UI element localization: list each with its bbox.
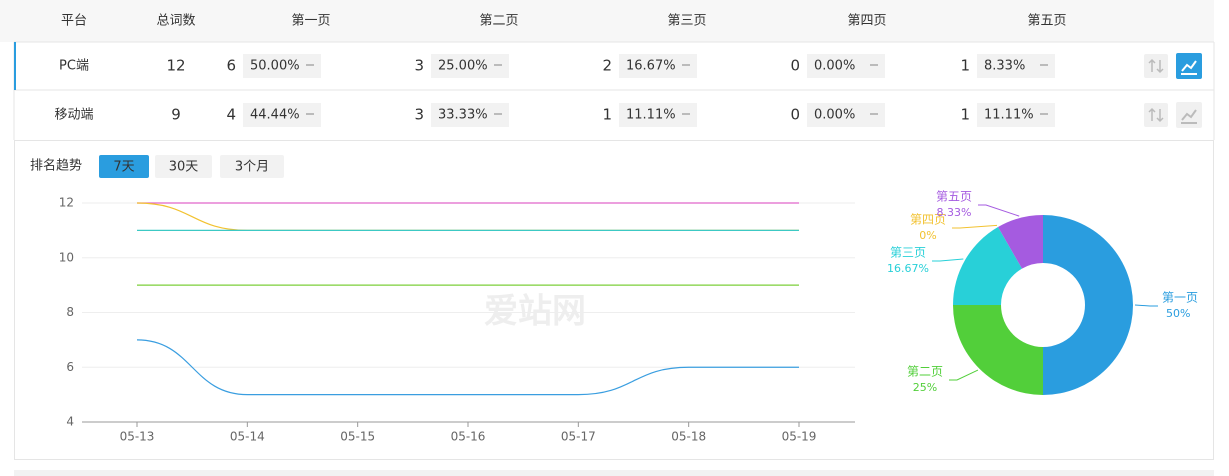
donut-slice	[998, 215, 1043, 269]
leader-line	[932, 258, 964, 262]
page-count: 6	[226, 57, 236, 75]
donut-slice	[953, 227, 1023, 305]
y-tick-label: 6	[66, 360, 74, 374]
page-percent: 33.33%	[438, 108, 488, 123]
range-tab[interactable]	[220, 155, 284, 178]
series-line	[136, 339, 799, 396]
column-header: 第二页	[479, 14, 518, 29]
leader-line	[978, 204, 1020, 217]
y-tick-label: 10	[59, 250, 74, 264]
sort-button[interactable]	[1144, 54, 1168, 78]
bottom-strip	[14, 470, 1214, 476]
page-count: 2	[602, 57, 612, 75]
page-percent: 50.00%	[250, 59, 300, 74]
sort-icon	[1148, 107, 1164, 123]
donut-slice	[953, 305, 1043, 395]
platform: 移动端	[54, 108, 93, 123]
range-tab-label: 30天	[169, 160, 199, 175]
x-tick-label: 05-14	[230, 430, 265, 444]
page-percent: 11.11%	[984, 108, 1034, 123]
table-header-bg	[0, 0, 1214, 42]
slice-value: 25%	[913, 381, 937, 394]
y-tick-label: 4	[66, 415, 74, 429]
slice-value: 8.33%	[937, 206, 972, 219]
column-header: 第一页	[291, 14, 330, 29]
trend-label: 排名趋势	[30, 158, 82, 174]
leader-line	[1134, 304, 1158, 307]
range-tab[interactable]	[99, 155, 149, 178]
slice-name: 第二页	[907, 365, 943, 379]
slice-name: 第四页	[910, 213, 946, 227]
page-count: 1	[960, 106, 970, 124]
watermark: 爱站网	[484, 292, 586, 332]
column-header: 平台	[61, 14, 87, 29]
page-count: 0	[790, 57, 800, 75]
page-percent: 44.44%	[250, 108, 300, 123]
column-header: 第三页	[667, 14, 706, 29]
chart-icon	[1181, 60, 1197, 75]
x-tick-label: 05-19	[782, 430, 817, 444]
slice-value: 16.67%	[887, 262, 929, 275]
column-header: 第五页	[1027, 14, 1066, 29]
page-percent: 0.00%	[814, 59, 855, 74]
x-tick-label: 05-17	[561, 430, 596, 444]
leader-line	[949, 369, 979, 381]
total: 9	[171, 106, 181, 124]
range-tab[interactable]	[155, 155, 212, 178]
slice-name: 第一页	[1162, 291, 1198, 305]
y-tick-label: 8	[66, 305, 74, 319]
slice-name: 第三页	[890, 246, 926, 260]
slice-value: 50%	[1166, 307, 1190, 320]
platform: PC端	[59, 59, 89, 74]
page-percent: 0.00%	[814, 108, 855, 123]
y-tick-label: 12	[59, 196, 74, 210]
chart-panel	[14, 140, 1214, 460]
sort-button[interactable]	[1144, 103, 1168, 127]
page-count: 3	[414, 106, 424, 124]
page-percent: 11.11%	[626, 108, 676, 123]
active-row-marker	[14, 42, 16, 90]
range-tab-label: 7天	[113, 160, 134, 175]
column-header: 第四页	[847, 14, 886, 29]
x-tick-label: 05-15	[340, 430, 375, 444]
x-tick-label: 05-18	[671, 430, 706, 444]
page-percent: 8.33%	[984, 59, 1025, 74]
donut-slice	[1043, 215, 1133, 395]
page-percent: 25.00%	[438, 59, 488, 74]
page-count: 3	[414, 57, 424, 75]
chart-icon	[1181, 109, 1197, 124]
page-count: 0	[790, 106, 800, 124]
page-percent: 16.67%	[626, 59, 676, 74]
page-count: 1	[960, 57, 970, 75]
page-count: 4	[226, 106, 236, 124]
x-tick-label: 05-16	[451, 430, 486, 444]
series-line	[136, 202, 799, 231]
leader-line	[952, 224, 998, 229]
slice-value: 0%	[919, 229, 936, 242]
sort-icon	[1148, 58, 1164, 74]
column-header: 总词数	[156, 14, 195, 29]
x-tick-label: 05-13	[120, 430, 155, 444]
slice-name: 第五页	[936, 190, 972, 204]
total: 12	[166, 57, 185, 75]
page-count: 1	[602, 106, 612, 124]
range-tab-label: 3个月	[235, 160, 269, 175]
